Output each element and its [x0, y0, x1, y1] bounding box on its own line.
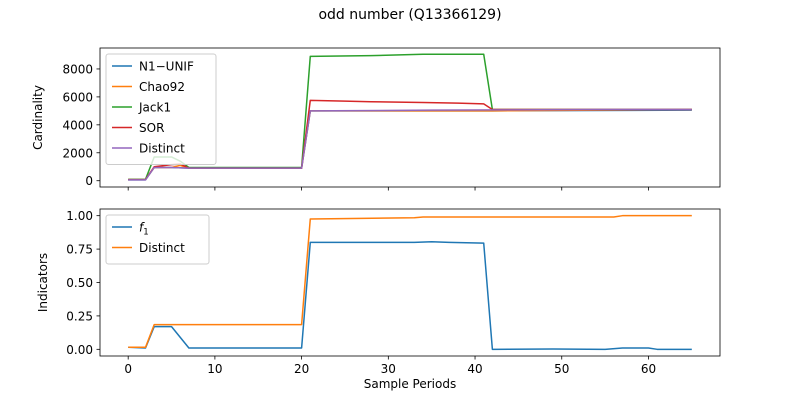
x-tick-label: 0: [124, 362, 132, 376]
y-tick-label: 6000: [62, 90, 93, 104]
legend-frame: [105, 214, 210, 265]
series-line-f1: [128, 240, 692, 351]
cardinality-axes: 0 2000 4000 6000 8000 Cardinality N1−UNIF Chao9…: [31, 47, 721, 191]
legend: N1−UNIF Chao92 Jack1 SOR Distinct: [105, 53, 217, 165]
x-tick-label: 40: [467, 362, 482, 376]
y-tick-label: 0.50: [66, 276, 93, 290]
legend-label-subscript: 1: [143, 228, 148, 238]
y-tick-label: 0.25: [66, 309, 93, 323]
legend-label-text: SOR: [139, 121, 164, 135]
x-tick-label: 50: [554, 362, 569, 376]
y-axis-label: Cardinality: [31, 85, 45, 150]
y-tick-label: 2000: [62, 146, 93, 160]
series-line-sor: [128, 99, 692, 181]
legend-label-chao92: Chao92: [139, 80, 185, 94]
y-tick-label: 0: [85, 174, 93, 188]
series-lines: [128, 214, 692, 351]
legend-label-text: Distinct: [139, 142, 185, 156]
x-tick-label: 10: [207, 362, 222, 376]
legend-label-text: Chao92: [139, 80, 185, 94]
legend-label-n1-unif: N1−UNIF: [139, 60, 194, 74]
x-tick-label: 60: [641, 362, 656, 376]
y-tick-label: 4000: [62, 118, 93, 132]
axes-frame: [99, 47, 721, 188]
legend-label-f1: f1: [139, 221, 149, 238]
legend-label-jack1: Jack1: [138, 101, 171, 115]
legend-label-text: Jack1: [138, 101, 171, 115]
x-tick-label: 20: [294, 362, 309, 376]
legend-frame: [105, 53, 217, 165]
legend-label-distinct: Distinct: [139, 241, 185, 255]
indicators-axes: 0 10 20 30 40 50 60 0.00 0.25 0.50 0.75 1.00 Indicat…: [36, 208, 721, 391]
legend-label-sor: SOR: [139, 121, 164, 135]
legend-label-distinct: Distinct: [139, 142, 185, 156]
legend-label-text: f: [139, 221, 145, 235]
y-axis-label: Indicators: [36, 253, 50, 312]
y-tick-label: 0.75: [66, 243, 93, 257]
y-tick-label: 0.00: [66, 343, 93, 357]
legend-label-text: N1−UNIF: [139, 60, 194, 74]
legend: f1 Distinct: [105, 214, 210, 265]
series-line-distinct: [128, 214, 692, 349]
x-axis-label: Sample Periods: [364, 377, 456, 391]
y-tick-label: 1.00: [66, 209, 93, 223]
y-tick-label: 8000: [62, 62, 93, 76]
series-line-distinct: [128, 108, 692, 181]
legend-label-text: Distinct: [139, 241, 185, 255]
x-tick-label: 30: [381, 362, 396, 376]
figure-title: odd number (Q13366129): [318, 7, 501, 23]
